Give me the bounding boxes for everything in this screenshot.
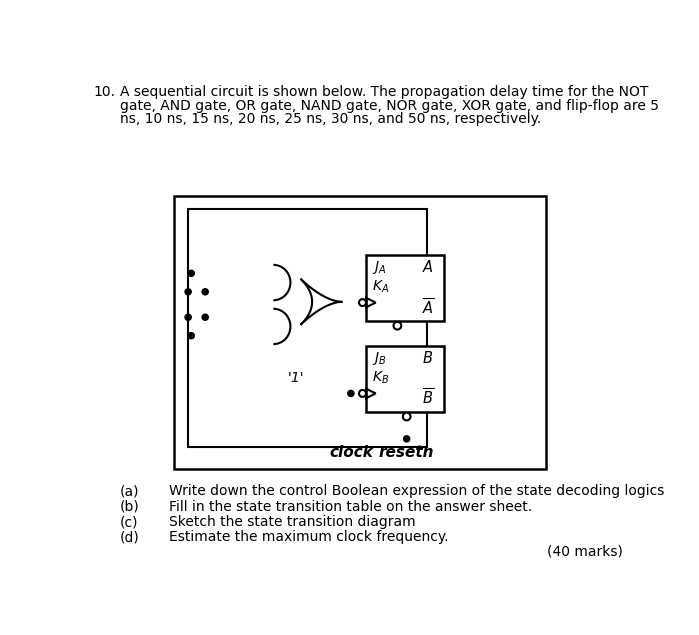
Text: gate, AND gate, OR gate, NAND gate, NOR gate, XOR gate, and flip-flop are 5: gate, AND gate, OR gate, NAND gate, NOR … (120, 98, 659, 112)
Text: Sketch the state transition diagram: Sketch the state transition diagram (168, 515, 415, 529)
Circle shape (348, 391, 354, 396)
Bar (188, 209, 427, 447)
Text: $A$: $A$ (422, 259, 434, 275)
Text: resetn: resetn (379, 445, 434, 460)
Circle shape (185, 289, 192, 295)
Text: (d): (d) (120, 530, 140, 544)
Text: A sequential circuit is shown below. The propagation delay time for the NOT: A sequential circuit is shown below. The… (120, 86, 648, 100)
Text: $J_B$: $J_B$ (372, 349, 387, 366)
Circle shape (188, 271, 194, 276)
Text: $J_A$: $J_A$ (372, 258, 386, 276)
Text: Estimate the maximum clock frequency.: Estimate the maximum clock frequency. (168, 530, 448, 544)
Text: (a): (a) (120, 485, 139, 498)
Text: (40 marks): (40 marks) (547, 544, 623, 558)
Text: $K_B$: $K_B$ (372, 370, 389, 386)
Text: $\overline{B}$: $\overline{B}$ (422, 388, 434, 408)
Text: $K_A$: $K_A$ (372, 279, 389, 295)
Bar (366, 345, 444, 412)
Text: clock: clock (329, 445, 373, 460)
Circle shape (202, 314, 208, 320)
Bar (174, 196, 546, 469)
Text: (b): (b) (120, 500, 140, 514)
Text: 10.: 10. (94, 86, 115, 100)
Circle shape (359, 299, 366, 306)
Circle shape (394, 322, 401, 330)
Circle shape (188, 333, 194, 338)
Text: '1': '1' (288, 371, 304, 385)
Circle shape (403, 413, 410, 420)
Circle shape (403, 436, 410, 442)
Text: ns, 10 ns, 15 ns, 20 ns, 25 ns, 30 ns, and 50 ns, respectively.: ns, 10 ns, 15 ns, 20 ns, 25 ns, 30 ns, a… (120, 112, 541, 126)
Text: Fill in the state transition table on the answer sheet.: Fill in the state transition table on th… (168, 500, 532, 514)
Circle shape (185, 314, 192, 320)
Bar (366, 255, 444, 321)
Circle shape (359, 390, 366, 397)
Text: $B$: $B$ (422, 350, 433, 366)
Text: (c): (c) (120, 515, 138, 529)
Circle shape (202, 289, 208, 295)
Text: Write down the control Boolean expression of the state decoding logics: Write down the control Boolean expressio… (168, 485, 664, 498)
Text: $\overline{A}$: $\overline{A}$ (422, 297, 435, 318)
